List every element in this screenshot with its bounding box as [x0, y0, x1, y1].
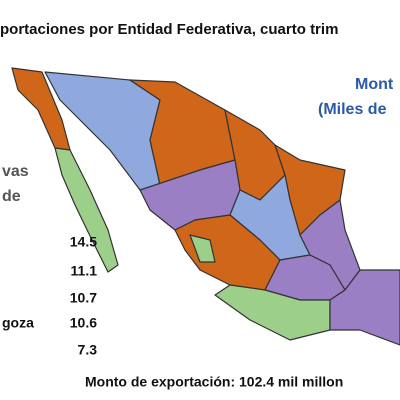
footer: Monto de exportación: 102.4 mil millon — [85, 374, 343, 390]
map — [11, 67, 400, 346]
rank-value: 10.7 — [70, 290, 97, 306]
title: portaciones por Entidad Federativa, cuar… — [0, 21, 338, 38]
rank-label: goza — [2, 315, 34, 331]
left-heading: vas — [2, 163, 29, 180]
region — [189, 234, 216, 263]
legend-heading: Mont — [355, 76, 394, 93]
ranking: 14.5 11.1 10.7 goza 10.6 7.3 — [2, 234, 97, 358]
rank-value: 14.5 — [70, 234, 97, 250]
legend-heading: (Miles de — [318, 101, 387, 118]
rank-value: 11.1 — [71, 263, 98, 279]
rank-value: 7.3 — [78, 342, 98, 358]
region — [329, 269, 400, 346]
left-heading: de — [2, 188, 21, 205]
rank-value: 10.6 — [70, 315, 97, 331]
region — [54, 147, 119, 273]
